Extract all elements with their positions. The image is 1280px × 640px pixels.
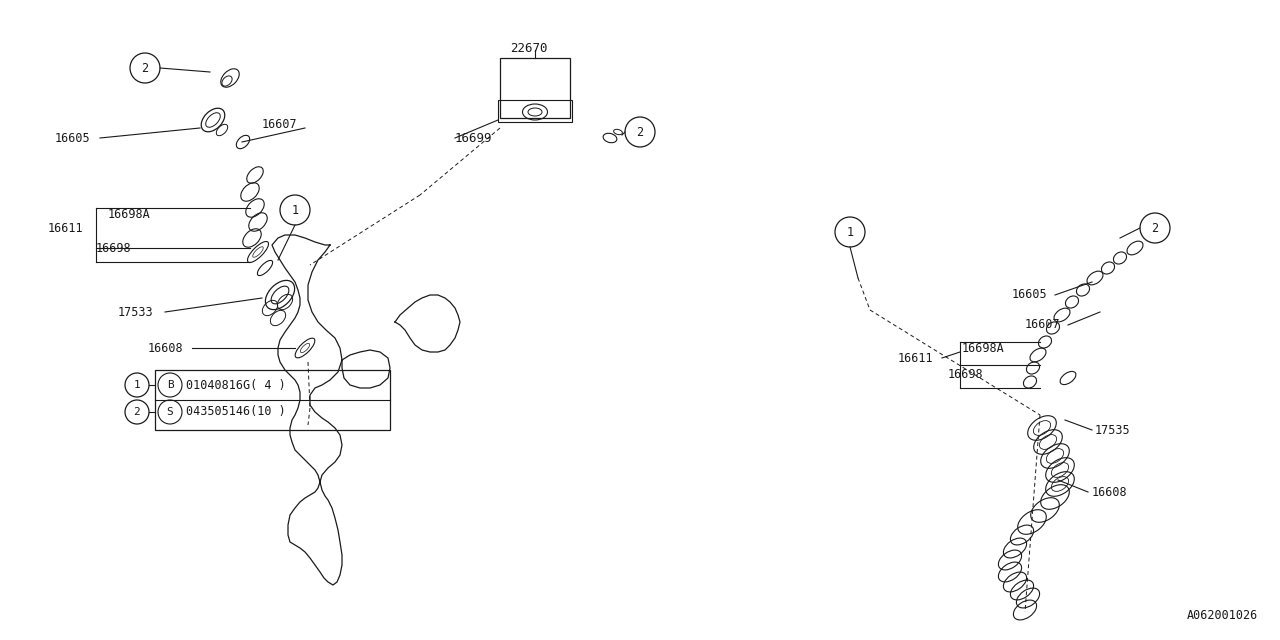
Bar (498, 100, 572, 122)
Text: 1: 1 (292, 204, 298, 216)
Text: 16611: 16611 (899, 351, 933, 365)
Text: 2: 2 (636, 125, 644, 138)
Text: 1: 1 (846, 225, 854, 239)
Text: 17535: 17535 (1094, 424, 1130, 436)
Text: 22670: 22670 (509, 42, 548, 54)
Text: 2: 2 (141, 61, 148, 74)
Text: 16607: 16607 (1025, 319, 1061, 332)
Text: 043505146(10 ): 043505146(10 ) (186, 406, 285, 419)
Text: 1: 1 (133, 380, 141, 390)
Text: 16608: 16608 (1092, 486, 1128, 499)
Text: 2: 2 (1152, 221, 1158, 234)
Text: A062001026: A062001026 (1187, 609, 1258, 622)
Text: 16698A: 16698A (963, 342, 1005, 355)
Text: 2: 2 (133, 407, 141, 417)
Bar (500, 58, 570, 118)
Text: 16699: 16699 (454, 131, 493, 145)
Text: 17533: 17533 (118, 305, 154, 319)
Text: 16605: 16605 (55, 131, 91, 145)
Text: S: S (166, 407, 173, 417)
Text: 16607: 16607 (262, 118, 298, 131)
Text: 16698A: 16698A (108, 209, 151, 221)
Text: 16611: 16611 (49, 221, 83, 234)
Text: 01040816G( 4 ): 01040816G( 4 ) (186, 378, 285, 392)
Text: 16698: 16698 (948, 369, 983, 381)
Text: 16698: 16698 (96, 241, 132, 255)
Text: 16608: 16608 (148, 342, 183, 355)
Text: 16605: 16605 (1012, 289, 1047, 301)
Text: B: B (166, 380, 173, 390)
Bar (155, 370, 390, 430)
